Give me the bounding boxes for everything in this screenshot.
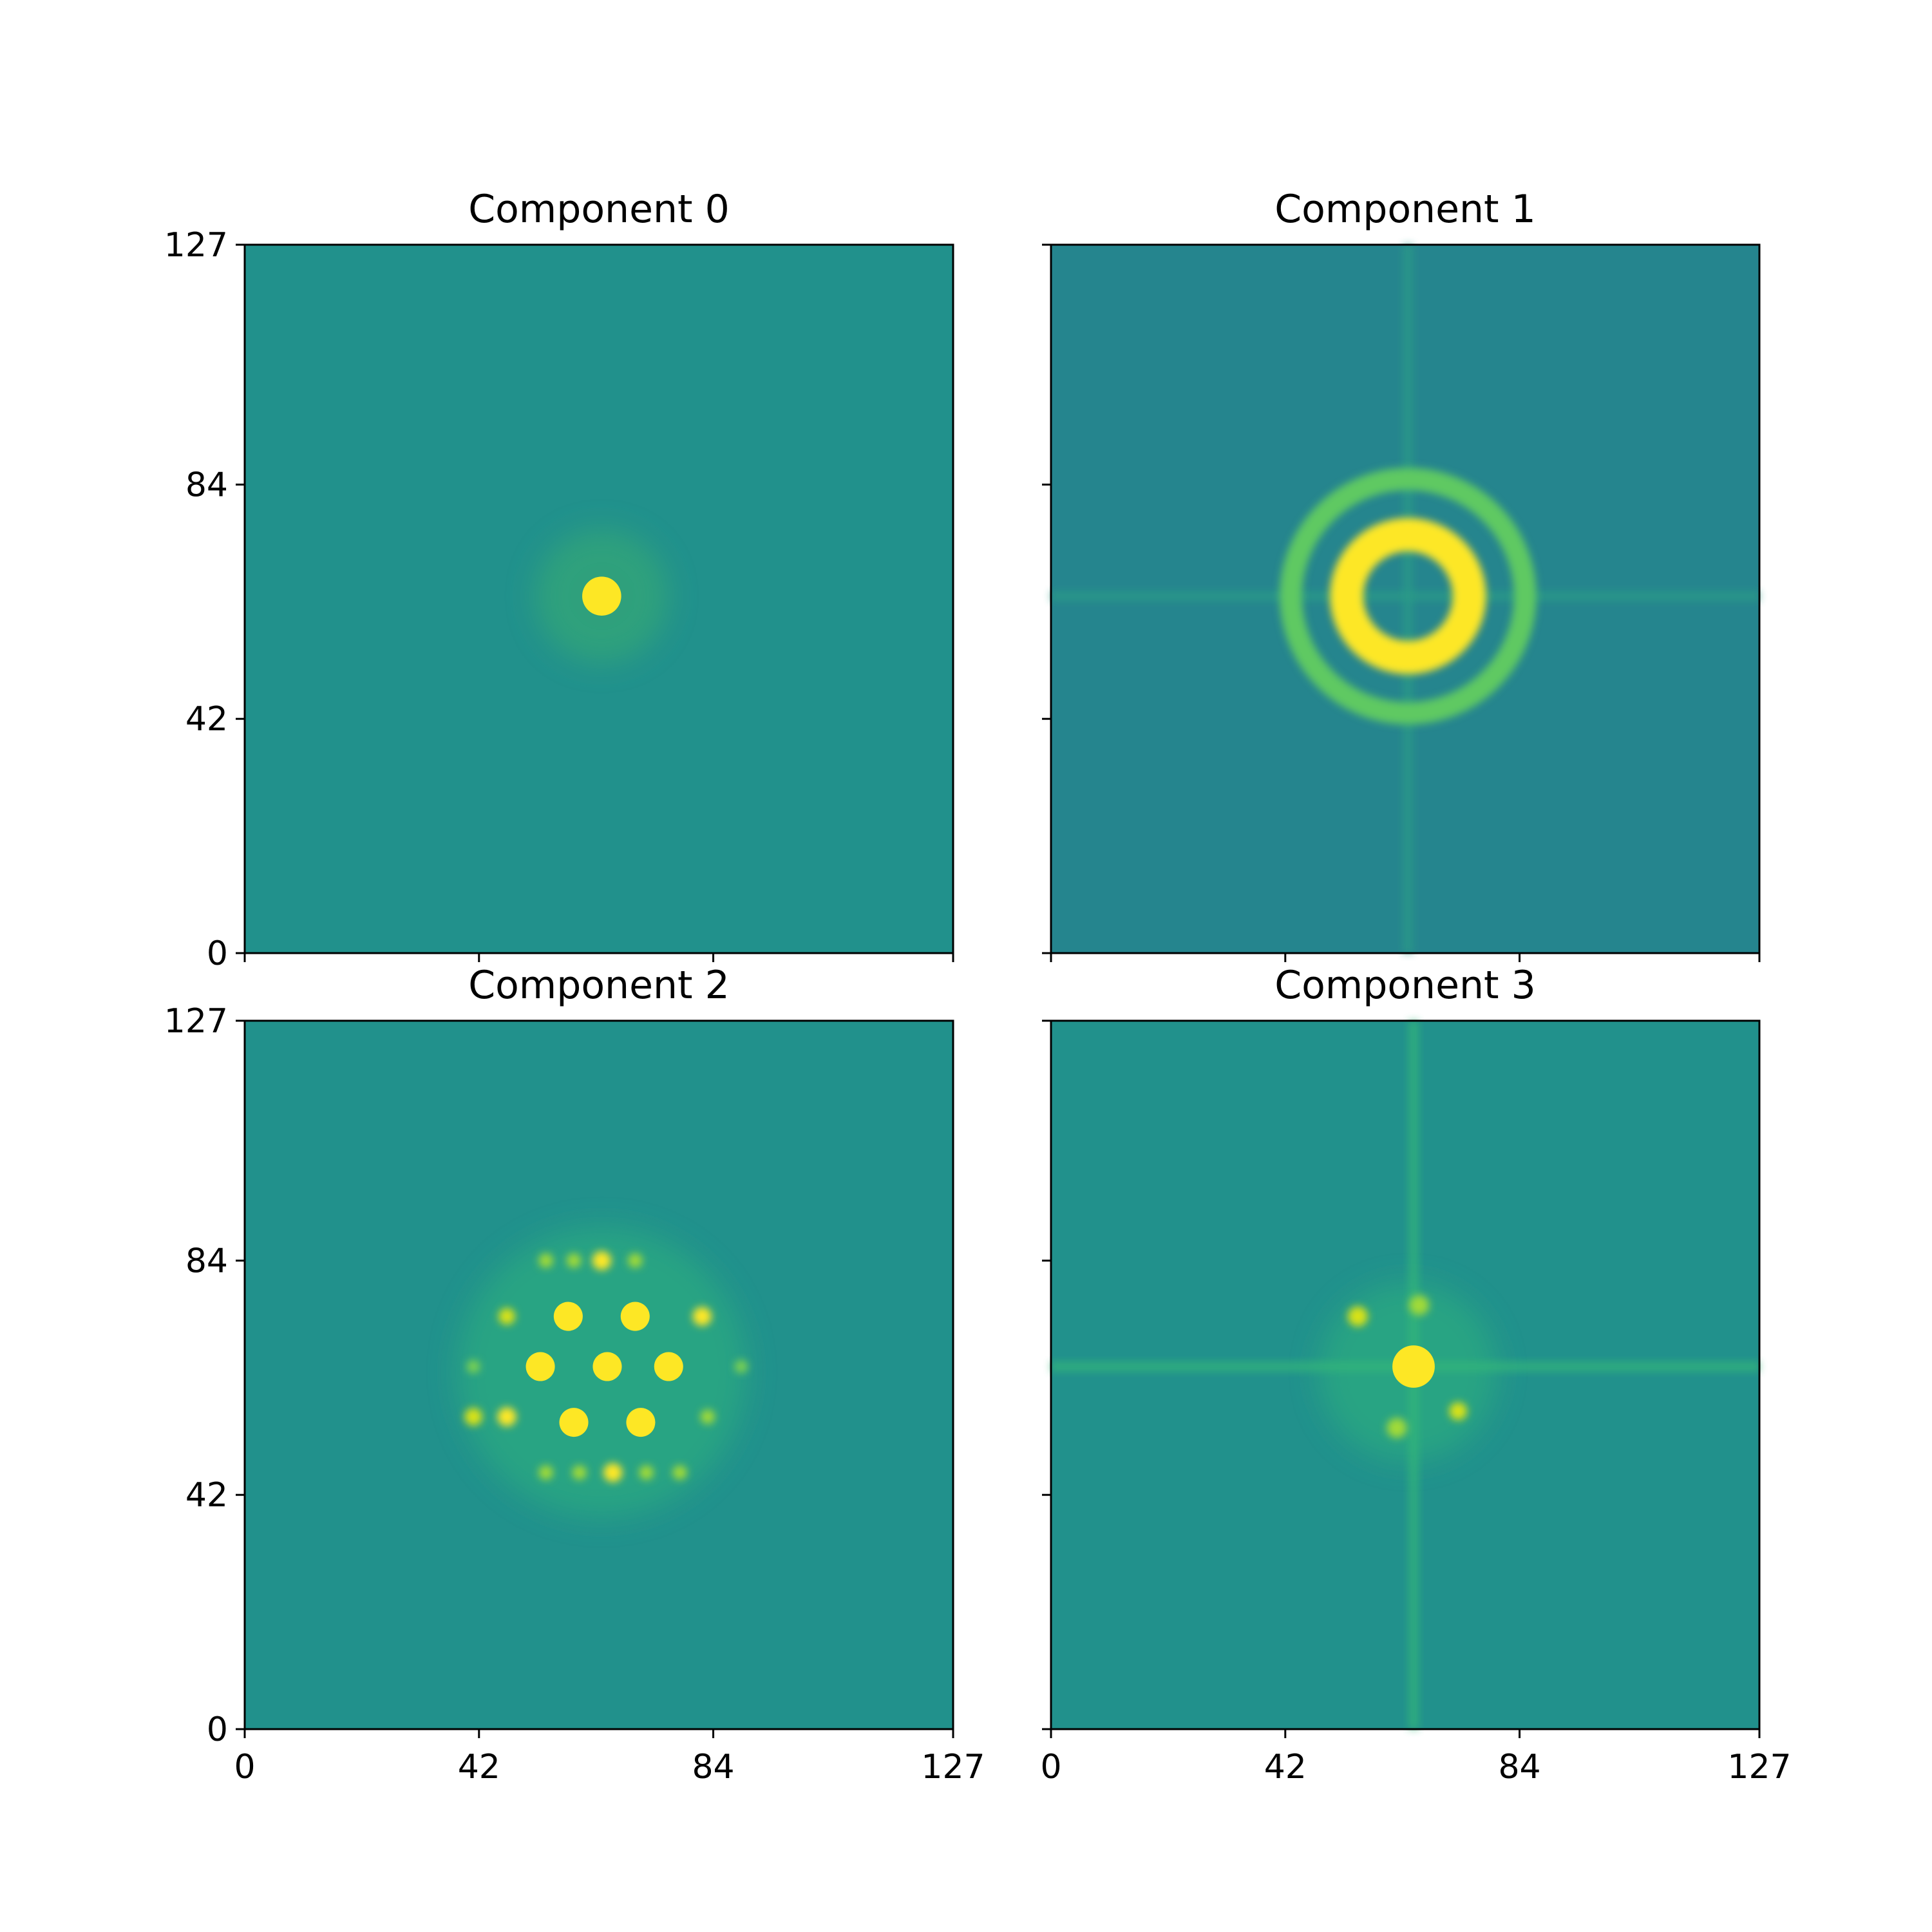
heatmap-ring	[1330, 518, 1486, 674]
heatmap-dot	[628, 1253, 643, 1268]
heatmap-dot	[603, 1463, 623, 1482]
heatmap-spot	[582, 576, 621, 616]
x-tick-label: 42	[458, 1748, 500, 1786]
x-tick-label: 84	[1498, 1748, 1540, 1786]
heatmap-spot	[620, 1302, 650, 1331]
heatmap-plot: 0 42 84 127	[164, 226, 954, 973]
heatmap-spot	[654, 1352, 683, 1381]
heatmap-dot	[1347, 1306, 1368, 1327]
heatmap-dot	[672, 1465, 687, 1480]
x-tick-label: 127	[1727, 1748, 1791, 1786]
panel-component-1: Component 1	[1042, 187, 1761, 962]
heatmap-dot	[1409, 1295, 1430, 1316]
y-tick-label: 127	[164, 226, 228, 265]
panel-component-3: Component 3 0 42 84 127	[1040, 963, 1792, 1786]
x-tick-label: 127	[921, 1748, 985, 1786]
heatmap-dot	[692, 1307, 712, 1326]
y-tick-label: 84	[185, 1242, 228, 1280]
heatmap-dot	[466, 1359, 480, 1374]
heatmap-dot	[538, 1465, 553, 1480]
panel-component-2: Component 2 0 0 42 42 84 84 127 127	[164, 963, 985, 1786]
heatmap-spot	[1392, 1345, 1435, 1388]
axes-frame	[1050, 1019, 1761, 1730]
heatmap-spot	[553, 1302, 583, 1331]
heatmap-plot: 00 42 42 84 84 127 127	[164, 1002, 985, 1786]
heatmap-spot	[592, 1352, 622, 1381]
heatmap-dot	[1387, 1417, 1407, 1438]
axes-frame	[1050, 243, 1761, 954]
panel-title: Component 0	[468, 187, 730, 232]
heatmap-dot	[700, 1409, 715, 1425]
panel-title: Component 2	[468, 963, 730, 1008]
heatmap-dot	[498, 1308, 516, 1325]
heatmap-dot	[592, 1251, 612, 1271]
x-tick-label: 0	[1040, 1748, 1061, 1786]
heatmap-dot	[572, 1465, 587, 1480]
axes-frame	[243, 243, 954, 954]
heatmap-dot	[639, 1465, 654, 1480]
y-tick-label: 0	[207, 934, 228, 973]
heatmap-spot	[559, 1408, 589, 1437]
y-tick-label: 127	[164, 1002, 228, 1041]
x-tick-label: 0	[234, 1748, 255, 1786]
panel-component-0: Component 0 0 42 84 127	[164, 187, 954, 973]
heatmap-streak-vertical	[1403, 245, 1414, 953]
y-tick-label: 0	[207, 1710, 228, 1749]
heatmap-dot	[1449, 1402, 1468, 1421]
heatmap-dot	[538, 1253, 553, 1268]
heatmap-spot	[626, 1408, 656, 1437]
x-tick-label: 84	[692, 1748, 734, 1786]
y-tick-label: 84	[185, 466, 228, 504]
heatmap-spot	[526, 1352, 555, 1381]
heatmap-plot: 0 42 84 127	[1040, 1019, 1792, 1786]
y-tick-label: 42	[185, 700, 228, 739]
heatmap-dot	[497, 1407, 516, 1426]
heatmap-dot	[734, 1359, 748, 1374]
x-tick-label: 42	[1264, 1748, 1307, 1786]
heatmap-ring	[1280, 468, 1537, 724]
axes-frame	[243, 1019, 954, 1730]
y-tick-label: 42	[185, 1476, 228, 1515]
heatmap-dot	[464, 1408, 482, 1426]
panel-title: Component 3	[1274, 963, 1536, 1008]
heatmap-dot	[566, 1253, 582, 1268]
panel-title: Component 1	[1274, 187, 1536, 232]
heatmap-plot	[1042, 243, 1761, 962]
